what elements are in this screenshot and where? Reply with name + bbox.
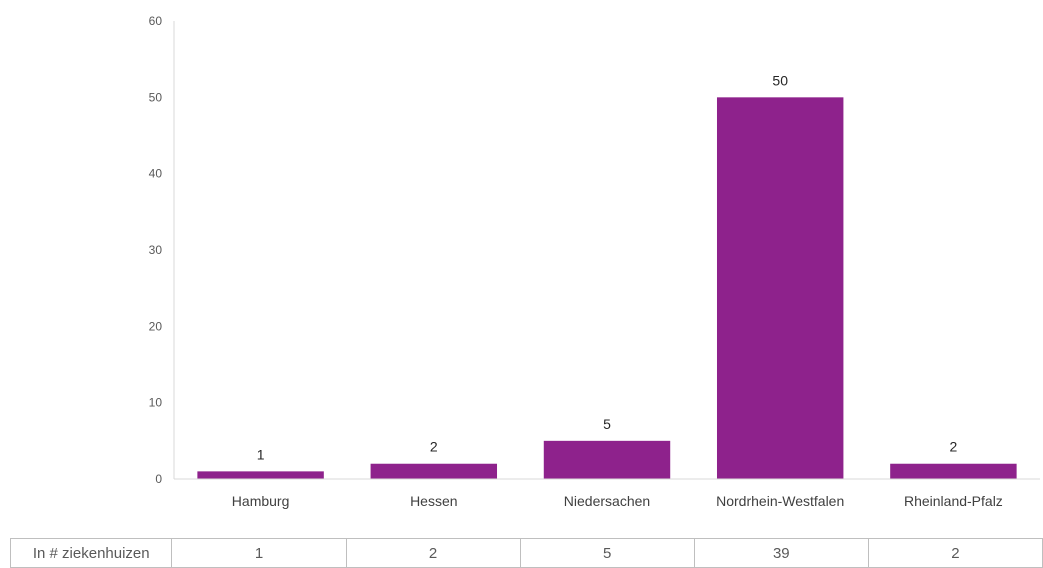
y-tick-label: 30 <box>149 243 163 257</box>
x-tick-label: Hessen <box>410 493 457 509</box>
data-label: 2 <box>430 439 438 455</box>
x-tick-label: Nordrhein-Westfalen <box>716 493 844 509</box>
y-tick-label: 50 <box>149 90 163 104</box>
data-label: 1 <box>257 446 265 462</box>
y-tick-label: 0 <box>155 472 162 486</box>
y-tick-label: 20 <box>149 319 163 333</box>
table-cell-nordrhein-westfalen: 39 <box>693 538 869 568</box>
x-axis: Hamburg Hessen Niedersachen Nordrhein-Westf… <box>174 478 1040 509</box>
x-tick-label: Rheinland-Pfalz <box>904 493 1003 509</box>
table-cell-hamburg: 1 <box>171 538 347 568</box>
table-cell-hessen: 2 <box>345 538 521 568</box>
data-label: 5 <box>603 416 611 432</box>
y-tick-label: 40 <box>149 167 163 181</box>
bar <box>890 463 1017 479</box>
bar <box>543 440 671 479</box>
x-tick-label: Hamburg <box>232 493 290 509</box>
x-tick-label: Niedersachen <box>564 493 650 509</box>
y-axis: 0 10 20 30 40 50 60 <box>149 14 175 486</box>
table-row-label: In # ziekenhuizen <box>9 538 173 568</box>
y-tick-label: 10 <box>149 396 163 410</box>
bars: 1 2 5 50 2 <box>197 72 1017 479</box>
bar <box>716 97 844 479</box>
table-row: In # ziekenhuizen 1 2 5 39 2 <box>9 538 1043 568</box>
bar-chart: 0 10 20 30 40 50 60 1 2 5 50 2 Hamburg Hessen Nieder… <box>149 14 1040 509</box>
bar <box>370 463 498 479</box>
data-label: 2 <box>950 439 958 455</box>
bar <box>197 471 324 479</box>
table-cell-niedersachen: 5 <box>519 538 695 568</box>
data-label: 50 <box>772 72 788 88</box>
y-tick-label: 60 <box>149 14 163 28</box>
table-cell-rheinland-pfalz: 2 <box>867 538 1043 568</box>
